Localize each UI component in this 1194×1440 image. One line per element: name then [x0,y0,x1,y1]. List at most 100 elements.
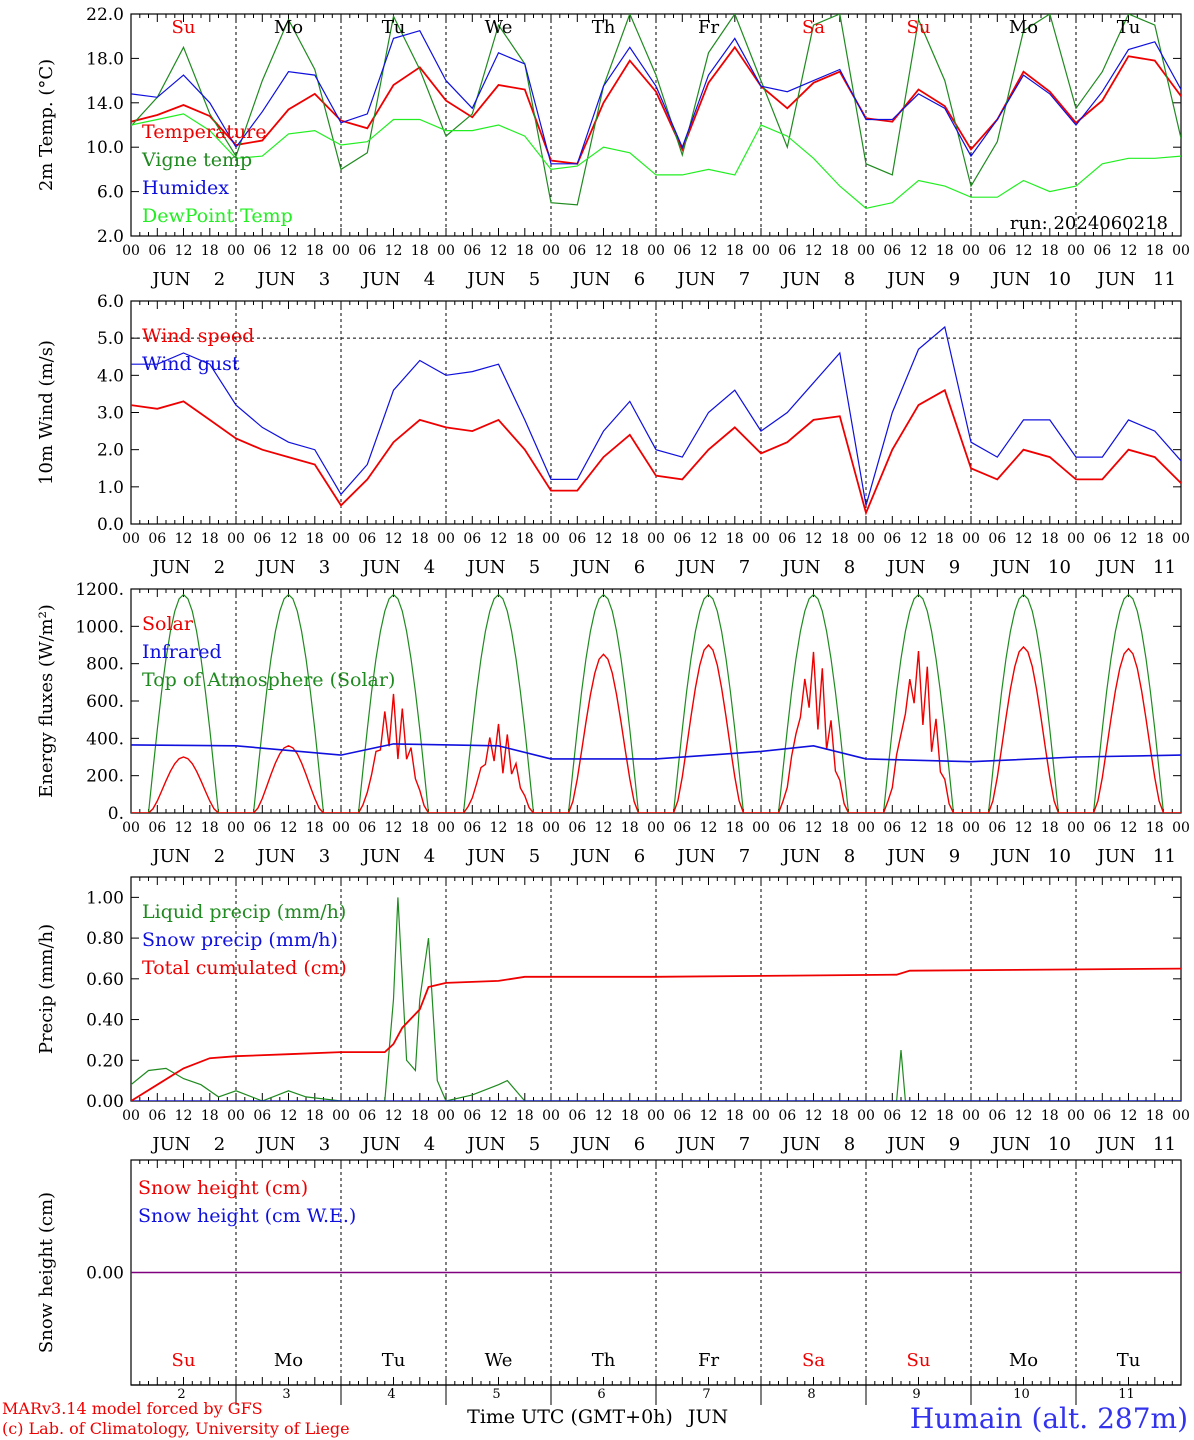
date-label: 7 [702,1387,710,1402]
y-tick-label: 6.0 [97,183,124,203]
x-month-label: JUN [675,846,715,867]
series-group [131,593,1181,813]
x-hour-label: 06 [253,531,271,547]
x-hour-label: 12 [280,820,298,836]
x-hour-label: 18 [726,1108,744,1124]
date-label: 2 [177,1387,185,1402]
x-month-label: JUN [150,269,190,290]
x-hour-label: 12 [595,531,613,547]
x-hour-label: 18 [621,1108,639,1124]
x-hour-label: 18 [1041,1108,1059,1124]
weekday-label: Sa [802,17,825,38]
x-hour-label: 06 [568,243,586,259]
x-day-label: 2 [214,269,225,290]
x-hour-label: 12 [175,820,193,836]
weekday-label: Mo [1009,17,1038,38]
x-hour-label: 18 [831,531,849,547]
x-hour-label: 12 [910,243,928,259]
x-hour-label: 12 [490,531,508,547]
x-day-label: 4 [424,1134,435,1155]
x-ticks [130,1160,1182,1385]
y-tick-label: 0.0 [97,515,124,535]
weekday-label: Tu [382,17,406,38]
y-tick-label: 0.20 [86,1051,124,1071]
weekday-label: Mo [274,1350,303,1371]
x-month-label: JUN [675,269,715,290]
x-hour-label: 18 [1146,820,1164,836]
x-hour-label: 00 [1067,1108,1085,1124]
x-hour-label: 12 [385,243,403,259]
x-hour-label: 18 [621,820,639,836]
x-hour-label: 06 [988,531,1006,547]
x-month-label: JUN [780,557,820,578]
series-top-of-atmosphere [131,593,1181,813]
x-hour-label: 12 [1015,1108,1033,1124]
y-tick-label: 1000. [75,617,124,637]
x-hour-label: 18 [201,820,219,836]
x-month-label: JUN [360,269,400,290]
x-hour-label: 12 [805,531,823,547]
y-axis-label: 10m Wind (m/s) [36,340,57,485]
x-month-label: JUN [1095,557,1135,578]
x-day-label: 5 [529,1134,540,1155]
x-hour-label: 00 [647,1108,665,1124]
weekday-label: Su [907,1350,931,1371]
x-month-label: JUN [255,269,295,290]
weekday-label: Fr [698,17,719,38]
x-hour-label: 00 [332,243,350,259]
x-hour-label: 00 [962,531,980,547]
x-day-label: 2 [214,846,225,867]
x-hour-label: 00 [227,1108,245,1124]
x-hour-label: 00 [1067,531,1085,547]
bottom-axis: 2 3 4 5 6 7 8 9 10 11 Time UTC (GMT+0h) JUN [131,1384,1181,1428]
y-tick-label: 4.0 [97,366,124,386]
x-hour-label: 00 [1067,820,1085,836]
y-tick-label: 0. [108,804,124,824]
x-day-label: 8 [844,846,855,867]
x-hour-label: 12 [1015,243,1033,259]
weekday-label: Sa [802,1350,825,1371]
x-hour-label: 18 [621,531,639,547]
date-label: 3 [282,1387,290,1402]
x-hour-label: 18 [831,243,849,259]
x-ticks [130,877,1182,1101]
x-day-label: 5 [529,557,540,578]
x-day-label: 11 [1153,846,1176,867]
date-label: 8 [807,1387,815,1402]
x-day-label: 4 [424,557,435,578]
x-day-label: 5 [529,846,540,867]
x-hour-label: 12 [490,243,508,259]
x-month-label: JUN [570,1134,610,1155]
series-liquid-precip-mm-h- [131,897,1181,1101]
x-month-label: JUN [255,846,295,867]
x-hour-label: 18 [516,531,534,547]
x-hour-label: 00 [437,1108,455,1124]
x-hour-label: 00 [857,531,875,547]
x-hour-label: 06 [463,531,481,547]
date-label: 10 [1013,1387,1030,1402]
x-hour-label: 00 [752,820,770,836]
weekday-label: Tu [1117,1350,1141,1371]
x-hour-label: 12 [910,1108,928,1124]
x-day-label: 8 [844,1134,855,1155]
x-month-label: JUN [990,269,1030,290]
y-tick-label: 800. [86,655,124,675]
series-wind-gust [131,325,1181,506]
x-month-label: JUN [675,557,715,578]
x-month-label: JUN [1095,1134,1135,1155]
x-day-label: 8 [844,557,855,578]
x-hour-label: 06 [883,243,901,259]
x-hour-label: 12 [595,1108,613,1124]
x-hour-label: 06 [1093,820,1111,836]
x-day-label: 7 [739,1134,750,1155]
x-hour-label: 18 [726,243,744,259]
x-month-label: JUN [885,557,925,578]
panel-2: 0.0 1.0 2.0 3.0 4.0 5.0 6.0 10m Wind (m/s) 00 06 1… [36,292,1190,578]
x-day-label: 9 [949,846,960,867]
y-tick-label: 0.60 [86,970,124,990]
x-day-label: 6 [634,1134,645,1155]
x-hour-label: 12 [805,1108,823,1124]
x-hour-label: 18 [411,243,429,259]
x-hour-label: 00 [437,243,455,259]
